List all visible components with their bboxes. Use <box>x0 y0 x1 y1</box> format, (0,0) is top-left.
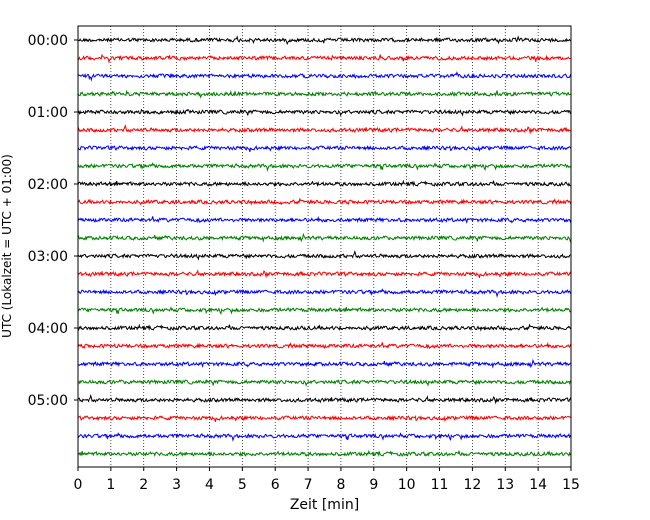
x-tick-label: 5 <box>238 477 247 493</box>
trace-02:00 <box>77 179 572 188</box>
x-tick-label: 15 <box>562 477 580 493</box>
x-tick-label: 13 <box>496 477 514 493</box>
traces <box>77 35 572 458</box>
trace-03:15 <box>77 269 572 279</box>
x-tick-label: 3 <box>172 477 181 493</box>
y-tick-label: 04:00 <box>28 321 68 337</box>
x-tick-label: 7 <box>304 477 313 493</box>
x-tick-label: 8 <box>336 477 345 493</box>
x-axis-label: Zeit [min] <box>290 497 359 513</box>
trace-00:30 <box>77 71 572 82</box>
trace-01:15 <box>77 123 572 135</box>
x-tick-label: 6 <box>271 477 280 493</box>
trace-05:15 <box>77 414 572 423</box>
trace-03:00 <box>77 249 572 261</box>
x-tick-label: 10 <box>398 477 416 493</box>
trace-04:45 <box>77 379 572 387</box>
trace-02:45 <box>77 232 572 243</box>
x-tick-label: 12 <box>463 477 481 493</box>
trace-04:00 <box>77 323 572 332</box>
y-tick-label: 02:00 <box>28 177 68 193</box>
y-tick-label: 00:00 <box>28 33 68 49</box>
trace-01:30 <box>77 144 572 153</box>
trace-05:45 <box>77 449 572 458</box>
y-tick-label: 03:00 <box>28 249 68 265</box>
trace-05:00 <box>77 393 572 405</box>
x-tick-label: 11 <box>431 477 449 493</box>
x-tick-label: 4 <box>205 477 214 493</box>
trace-04:30 <box>77 358 572 369</box>
x-tick-label: 9 <box>369 477 378 493</box>
plot-background <box>78 26 571 467</box>
trace-01:45 <box>77 162 572 172</box>
trace-00:45 <box>77 89 572 99</box>
trace-00:00 <box>77 35 572 46</box>
y-tick-label: 01:00 <box>28 105 68 121</box>
x-tick-label: 2 <box>139 477 148 493</box>
x-axis: 0 1 2 3 4 5 6 7 8 9 10 11 12 13 14 15 <box>74 467 580 493</box>
y-axis-label: UTC (Lokalzeit = UTC + 01:00) <box>0 154 14 338</box>
trace-02:30 <box>77 215 572 224</box>
trace-01:00 <box>77 108 572 117</box>
trace-04:15 <box>77 341 572 350</box>
trace-00:15 <box>77 53 572 64</box>
trace-03:30 <box>77 288 572 298</box>
x-tick-label: 1 <box>106 477 115 493</box>
y-axis: 00:00 01:00 02:00 03:00 04:00 05:00 <box>28 33 78 409</box>
y-tick-label: 05:00 <box>28 393 68 409</box>
x-tick-label: 0 <box>74 477 83 493</box>
trace-03:45 <box>77 306 572 315</box>
trace-02:15 <box>77 197 572 206</box>
x-tick-label: 14 <box>529 477 547 493</box>
trace-05:30 <box>77 432 572 442</box>
plot-frame <box>77 25 572 468</box>
